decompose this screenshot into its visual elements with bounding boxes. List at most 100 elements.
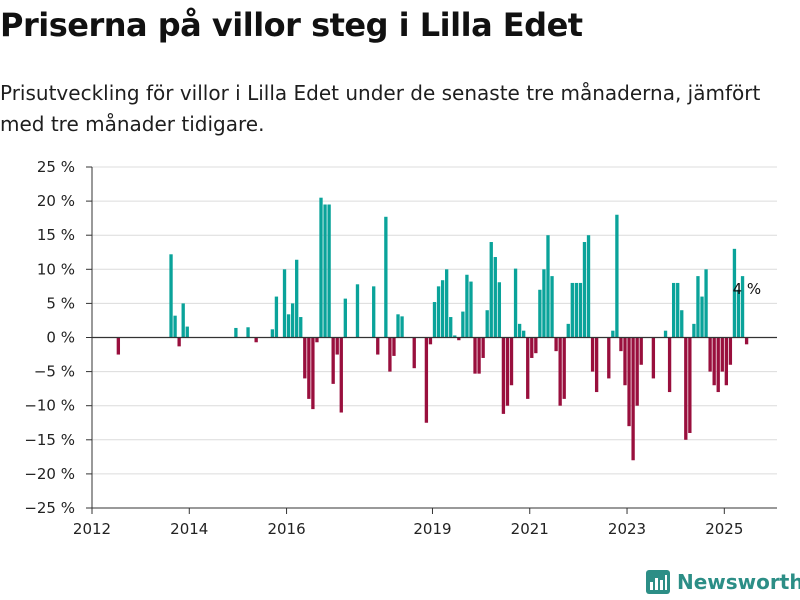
- bar: [440, 280, 445, 338]
- bars-layer: [116, 197, 749, 461]
- bar: [400, 316, 404, 338]
- bar: [497, 282, 502, 338]
- bar: [708, 337, 712, 372]
- bar: [663, 330, 668, 338]
- bar: [582, 242, 587, 338]
- bar: [473, 337, 477, 374]
- y-tick-label: 20 %: [37, 192, 75, 210]
- bar: [546, 235, 550, 338]
- bar: [331, 337, 335, 384]
- bar: [274, 296, 279, 338]
- bar: [712, 337, 716, 386]
- bar: [343, 298, 347, 338]
- bar: [627, 337, 631, 427]
- bar: [526, 337, 530, 399]
- bar: [307, 337, 311, 399]
- bar: [700, 296, 704, 338]
- bar: [355, 284, 360, 338]
- last-value-annotation: 4 %: [733, 280, 762, 298]
- y-tick-labels: 25 % 20 % 15 % 10 % 5 % 0 % −5 % −10 % −15 % −20 …: [24, 158, 75, 517]
- bar: [169, 254, 173, 338]
- bar: [720, 337, 724, 372]
- bar: [542, 269, 546, 338]
- bar: [461, 311, 465, 338]
- bar: [513, 268, 518, 338]
- bar: [696, 276, 700, 338]
- bar: [453, 335, 457, 338]
- bar: [327, 204, 331, 338]
- bar: [538, 289, 542, 338]
- bar: [270, 329, 275, 338]
- bar: [286, 314, 291, 338]
- bar: [323, 204, 327, 338]
- bar: [295, 259, 299, 338]
- bar: [744, 337, 749, 345]
- bar: [388, 337, 392, 372]
- bar: [177, 337, 181, 347]
- bar: [550, 276, 554, 338]
- bar: [282, 269, 287, 338]
- bar: [704, 269, 708, 338]
- bar: [246, 327, 250, 338]
- brand-name: Newsworthy: [677, 570, 800, 594]
- bar: [315, 337, 319, 343]
- y-tick-label: 10 %: [37, 260, 75, 278]
- x-tick-label: 2014: [170, 520, 208, 538]
- bar: [372, 286, 376, 338]
- bar: [676, 282, 680, 338]
- bar: [173, 315, 177, 338]
- x-tick-label: 2025: [705, 520, 743, 538]
- bar: [635, 337, 639, 406]
- bar: [684, 337, 688, 440]
- bar: [424, 337, 429, 423]
- bar: [501, 337, 506, 414]
- bar: [611, 330, 615, 338]
- bar-chart-logo-icon: [646, 570, 670, 594]
- y-tick-label: 5 %: [46, 294, 75, 312]
- bar: [639, 337, 643, 365]
- y-tick-label: −10 %: [24, 397, 75, 415]
- bar: [736, 289, 741, 338]
- y-tick-label: −15 %: [24, 431, 75, 449]
- bar: [493, 257, 497, 338]
- bar: [465, 274, 469, 338]
- bar: [558, 337, 562, 406]
- chart-subtitle: Prisutveckling för villor i Lilla Edet u…: [0, 81, 761, 136]
- bar: [566, 323, 570, 338]
- bar: [615, 214, 619, 338]
- bar: [534, 337, 538, 354]
- bar: [436, 286, 441, 338]
- bar: [594, 337, 599, 393]
- bar: [522, 330, 526, 338]
- bar: [384, 216, 388, 338]
- bar: [586, 235, 591, 338]
- bar: [481, 337, 485, 358]
- y-tick-label: −20 %: [24, 465, 75, 483]
- bar: [590, 337, 595, 372]
- bar: [667, 337, 672, 393]
- bar: [688, 337, 692, 433]
- bar: [619, 337, 623, 352]
- bar: [716, 337, 720, 393]
- bar: [554, 337, 558, 352]
- bar: [311, 337, 315, 410]
- x-tick-label: 2021: [511, 520, 549, 538]
- bar: [444, 269, 449, 338]
- bar: [319, 197, 323, 338]
- brand-logo: Newsworthy: [645, 569, 800, 595]
- bar: [412, 337, 416, 369]
- bar: [392, 337, 396, 356]
- axis-layer: [86, 166, 777, 514]
- bar: [692, 323, 696, 338]
- bar: [376, 337, 380, 355]
- bar: [631, 337, 635, 461]
- y-tick-label: −5 %: [34, 363, 75, 381]
- x-tick-labels: 2012 2014 2016 2019 2021 2023 2025: [73, 520, 743, 538]
- bar: [449, 317, 453, 338]
- bar: [339, 337, 343, 413]
- bar: [671, 282, 676, 338]
- bar: [578, 282, 583, 338]
- y-tick-label: 15 %: [37, 226, 75, 244]
- bar: [530, 337, 534, 358]
